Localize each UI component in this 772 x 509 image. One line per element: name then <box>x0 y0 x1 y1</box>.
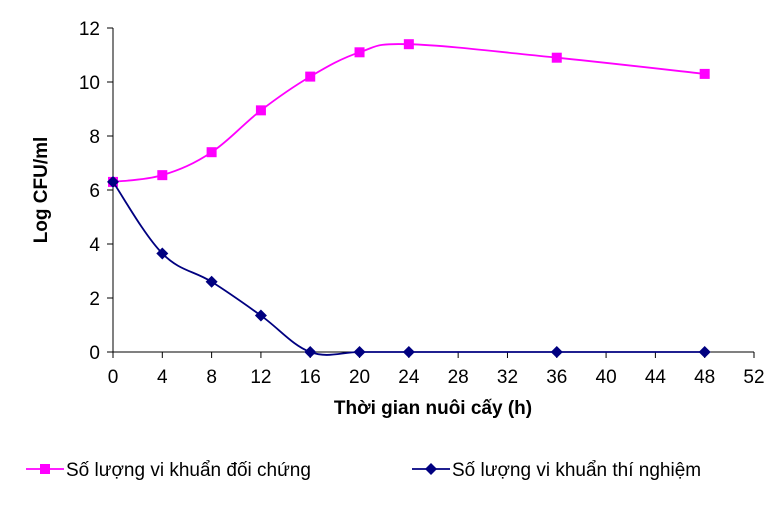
data-point <box>255 105 266 116</box>
data-point <box>156 247 169 260</box>
legend-item: Số lượng vi khuẩn thí nghiệm <box>412 460 701 481</box>
series-line <box>112 181 705 356</box>
series-line <box>112 43 705 183</box>
data-point <box>305 71 316 82</box>
y-ticks: 0 2 4 6 8 10 12 <box>79 19 113 364</box>
x-tick-label: 40 <box>596 367 617 388</box>
legend-marker <box>425 463 437 475</box>
data-point <box>157 170 168 181</box>
y-axis-title: Log CFU/ml <box>31 137 52 244</box>
legend-label: Số lượng vi khuẩn đối chứng <box>66 460 311 481</box>
axes <box>112 28 754 353</box>
legend-marker <box>40 464 50 474</box>
x-tick-label: 24 <box>398 367 420 388</box>
x-tick-label: 4 <box>157 367 168 388</box>
data-point <box>254 309 267 322</box>
data-point <box>107 175 119 188</box>
x-tick-label: 16 <box>300 367 321 388</box>
data-point <box>304 346 317 358</box>
data-point <box>551 52 562 63</box>
y-tick-label: 10 <box>79 73 100 94</box>
x-tick-label: 44 <box>645 367 667 388</box>
data-point <box>550 346 563 358</box>
data-point <box>353 346 366 358</box>
legend-label: Số lượng vi khuẩn thí nghiệm <box>452 460 701 481</box>
x-tick-label: 20 <box>349 367 370 388</box>
data-point <box>403 39 414 50</box>
data-point <box>699 68 710 79</box>
series-experiment <box>107 175 711 358</box>
x-tick-label: 32 <box>497 367 518 388</box>
series-layer <box>107 39 711 358</box>
legend: Số lượng vi khuẩn đối chứng Số lượng vi k… <box>26 460 701 481</box>
x-ticks: 0 4 8 12 16 20 24 28 32 36 40 44 48 52 <box>108 352 765 388</box>
y-tick-label: 2 <box>89 289 100 310</box>
x-tick-label: 28 <box>448 367 469 388</box>
data-point <box>698 346 711 358</box>
y-tick-label: 8 <box>89 127 100 148</box>
data-point <box>205 275 218 288</box>
x-tick-label: 48 <box>694 367 715 388</box>
y-tick-label: 0 <box>89 343 100 364</box>
x-tick-label: 8 <box>206 367 217 388</box>
series-control <box>108 39 710 187</box>
y-tick-label: 12 <box>79 19 100 40</box>
data-point <box>206 147 217 158</box>
data-point <box>402 346 415 358</box>
x-tick-label: 0 <box>108 367 119 388</box>
x-axis-title: Thời gian nuôi cấy (h) <box>334 398 532 419</box>
x-tick-label: 36 <box>546 367 567 388</box>
x-tick-label: 12 <box>250 367 271 388</box>
y-tick-label: 4 <box>89 235 100 256</box>
x-tick-label: 52 <box>743 367 764 388</box>
data-point <box>354 47 365 58</box>
y-tick-label: 6 <box>89 181 100 202</box>
legend-item: Số lượng vi khuẩn đối chứng <box>26 460 311 481</box>
